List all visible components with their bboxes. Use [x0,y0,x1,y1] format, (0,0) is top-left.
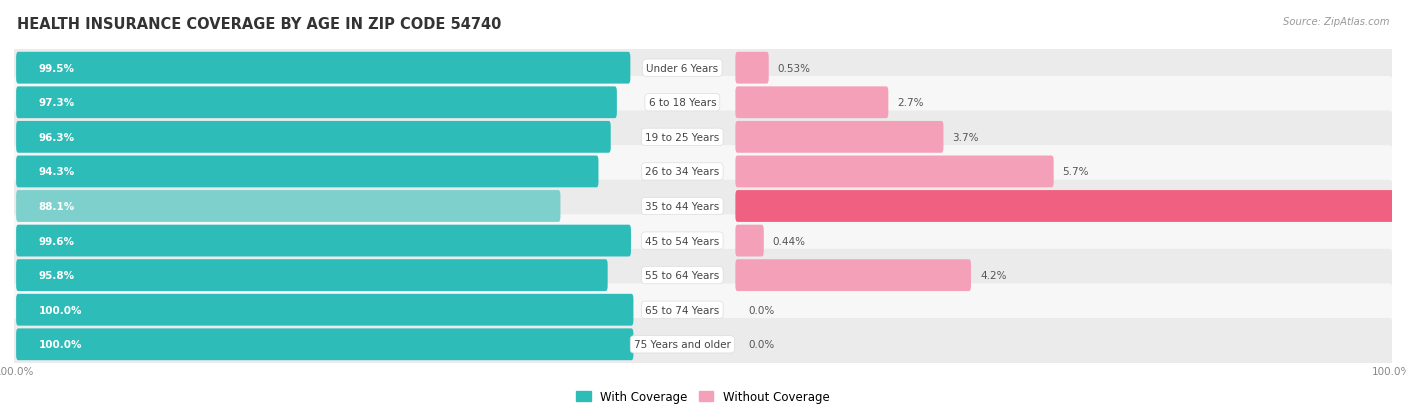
FancyBboxPatch shape [15,122,610,153]
Text: 35 to 44 Years: 35 to 44 Years [645,202,720,211]
Text: 0.0%: 0.0% [748,339,775,349]
FancyBboxPatch shape [13,42,1393,95]
FancyBboxPatch shape [13,249,1393,302]
FancyBboxPatch shape [13,318,1393,371]
Text: Under 6 Years: Under 6 Years [647,64,718,74]
FancyBboxPatch shape [13,284,1393,336]
FancyBboxPatch shape [735,156,1053,188]
Text: 100.0%: 100.0% [39,339,83,349]
Text: 75 Years and older: 75 Years and older [634,339,731,349]
FancyBboxPatch shape [735,191,1395,222]
Text: 3.7%: 3.7% [952,133,979,142]
Text: 45 to 54 Years: 45 to 54 Years [645,236,720,246]
Text: 88.1%: 88.1% [39,202,75,211]
Text: 99.5%: 99.5% [39,64,75,74]
Text: 65 to 74 Years: 65 to 74 Years [645,305,720,315]
FancyBboxPatch shape [15,191,561,222]
FancyBboxPatch shape [735,225,763,257]
FancyBboxPatch shape [15,329,634,360]
FancyBboxPatch shape [735,122,943,153]
Text: Source: ZipAtlas.com: Source: ZipAtlas.com [1282,17,1389,26]
Text: 4.2%: 4.2% [980,271,1007,280]
FancyBboxPatch shape [15,53,630,84]
Text: 99.6%: 99.6% [39,236,75,246]
FancyBboxPatch shape [13,146,1393,198]
FancyBboxPatch shape [13,215,1393,267]
Text: 55 to 64 Years: 55 to 64 Years [645,271,720,280]
Text: HEALTH INSURANCE COVERAGE BY AGE IN ZIP CODE 54740: HEALTH INSURANCE COVERAGE BY AGE IN ZIP … [17,17,502,31]
Text: 0.44%: 0.44% [773,236,806,246]
FancyBboxPatch shape [15,294,634,326]
Legend: With Coverage, Without Coverage: With Coverage, Without Coverage [572,385,834,408]
Text: 19 to 25 Years: 19 to 25 Years [645,133,720,142]
FancyBboxPatch shape [735,260,972,291]
Text: 0.0%: 0.0% [748,305,775,315]
FancyBboxPatch shape [13,111,1393,164]
Text: 96.3%: 96.3% [39,133,75,142]
FancyBboxPatch shape [735,87,889,119]
Text: 100.0%: 100.0% [39,305,83,315]
Text: 94.3%: 94.3% [39,167,75,177]
Text: 26 to 34 Years: 26 to 34 Years [645,167,720,177]
Text: 5.7%: 5.7% [1063,167,1090,177]
Text: 6 to 18 Years: 6 to 18 Years [648,98,716,108]
FancyBboxPatch shape [15,260,607,291]
Text: 0.53%: 0.53% [778,64,811,74]
FancyBboxPatch shape [13,77,1393,129]
FancyBboxPatch shape [13,180,1393,233]
Text: 11.9%: 11.9% [1405,202,1406,211]
FancyBboxPatch shape [735,53,769,84]
Text: 2.7%: 2.7% [897,98,924,108]
Text: 97.3%: 97.3% [39,98,75,108]
Text: 95.8%: 95.8% [39,271,75,280]
FancyBboxPatch shape [15,156,599,188]
FancyBboxPatch shape [15,225,631,257]
FancyBboxPatch shape [15,87,617,119]
